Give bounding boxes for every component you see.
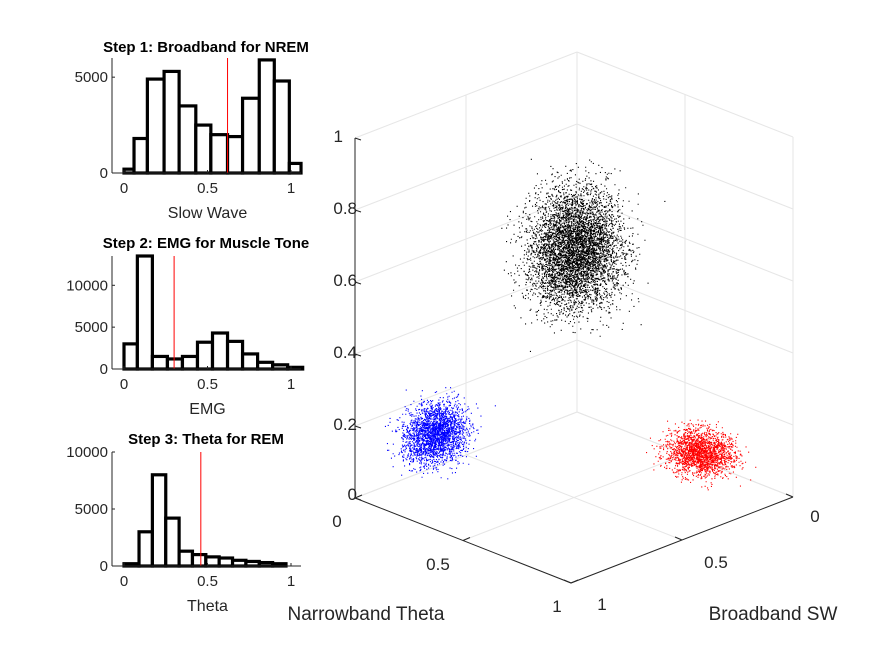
- histogram-bar: [209, 133, 230, 175]
- histogram-bar: [164, 516, 181, 568]
- tick-marks: [112, 451, 292, 567]
- x-tick-label: 0.5: [197, 573, 218, 590]
- grid-line: [465, 454, 683, 541]
- chart-title: Step 3: Theta for REM: [128, 431, 284, 448]
- scatter-points: [384, 158, 757, 491]
- y-tick-label: 0: [100, 165, 108, 182]
- histogram-bar: [190, 552, 208, 568]
- histogram-bar: [194, 123, 213, 175]
- histogram-bar: [225, 339, 245, 371]
- histogram-bar: [271, 363, 290, 371]
- y-tick-label: 10000: [66, 444, 108, 461]
- histogram-bar: [272, 79, 291, 175]
- y-tick-label: 0.5: [704, 553, 728, 572]
- x-tick-mark: [570, 579, 579, 584]
- z-tick-mark: [354, 281, 362, 285]
- histogram-bar: [145, 77, 166, 175]
- chart-title: Step 1: Broadband for NREM: [103, 39, 309, 56]
- z-tick-label: 1: [334, 127, 343, 146]
- chart-title: Step 2: EMG for Muscle Tone: [103, 235, 309, 252]
- scatter-3d: 0 0.2 0.4 0.6 0.8 1 0 0.5 1 0 0.5 1 Narr…: [287, 51, 838, 625]
- x-axis-label: Theta: [187, 598, 228, 615]
- y-tick-label: 0: [100, 361, 108, 378]
- y-tick-mark: [785, 493, 794, 498]
- histogram-bar: [195, 340, 215, 371]
- histogram-bar: [240, 352, 260, 371]
- x-tick-label: 0.5: [197, 180, 218, 197]
- y-tick-label: 10000: [66, 277, 108, 294]
- histogram-bar: [122, 342, 139, 371]
- z-tick-mark: [354, 497, 362, 501]
- histogram-bar: [210, 331, 230, 371]
- histogram-bar: [135, 254, 154, 371]
- y-tick-label: 0: [810, 507, 819, 526]
- axes: [354, 137, 794, 584]
- bars: [122, 58, 303, 175]
- x-axis-label: EMG: [189, 401, 225, 418]
- x-axis-label: Slow Wave: [168, 205, 248, 222]
- grid: [354, 51, 794, 584]
- x-tick-label: 1: [287, 376, 295, 393]
- y-tick-label: 5000: [75, 69, 108, 86]
- x-tick-label: 0: [120, 376, 128, 393]
- histogram-bar: [150, 473, 168, 568]
- y-tick-label: 0: [100, 558, 108, 575]
- histogram-bar: [257, 560, 275, 568]
- x-tick-label: 0: [120, 180, 128, 197]
- z-tick-mark: [354, 425, 362, 429]
- scatter-series: [646, 419, 757, 491]
- z-tick-label: 0.8: [333, 199, 357, 218]
- histogram-bar: [177, 104, 198, 175]
- histogram-bar: [177, 549, 195, 568]
- tick-marks: [112, 284, 292, 370]
- histogram-bar: [162, 69, 181, 175]
- tick-marks: [112, 76, 292, 174]
- histogram-bar: [257, 58, 276, 175]
- histogram-bar: [150, 354, 170, 371]
- histogram-bar: [217, 556, 235, 568]
- x-tick-mark: [462, 537, 471, 541]
- z-tick-mark: [354, 353, 362, 357]
- histogram-bar: [244, 559, 261, 568]
- z-tick-label: 0.6: [333, 271, 357, 290]
- bars: [122, 473, 288, 568]
- histogram-bar: [230, 558, 248, 568]
- y-axis-label: Broadband SW: [709, 604, 838, 625]
- histogram-bar: [137, 530, 154, 568]
- x-tick-label: 1: [287, 573, 295, 590]
- z-tick-mark: [354, 209, 362, 213]
- x-axis-label: Narrowband Theta: [287, 604, 444, 625]
- x-tick-label: 0.5: [197, 376, 218, 393]
- histogram-slow-wave: Step 1: Broadband for NREM 0 0.5 1 0 500…: [75, 39, 309, 222]
- y-tick-mark: [674, 536, 683, 541]
- y-tick-mark: [563, 579, 572, 584]
- histogram-bar: [225, 134, 245, 175]
- x-tick-mark: [354, 494, 363, 499]
- histogram-theta: Step 3: Theta for REM 0 0.5 1 0 5000 100…: [66, 431, 301, 615]
- histogram-bar: [180, 354, 200, 371]
- x-tick-label: 1: [552, 597, 561, 616]
- z-tick-mark: [354, 137, 362, 141]
- z-tick-label: 0: [348, 485, 357, 504]
- y-tick-label: 5000: [75, 501, 108, 518]
- histogram-bar: [165, 357, 185, 371]
- bars: [122, 254, 305, 371]
- y-tick-label: 5000: [75, 319, 108, 336]
- scatter-series: [501, 158, 666, 352]
- histogram-emg: Step 2: EMG for Muscle Tone 0 0.5 1 0 50…: [66, 235, 309, 418]
- x-tick-label: 1: [287, 180, 295, 197]
- y-tick-label: 1: [597, 595, 606, 614]
- histogram-bar: [256, 360, 275, 371]
- z-tick-label: 0.2: [333, 415, 357, 434]
- histogram-bar: [132, 136, 149, 175]
- scatter-series: [384, 387, 496, 480]
- x-tick-label: 0.5: [426, 555, 450, 574]
- z-tick-label: 0.4: [333, 343, 357, 362]
- x-tick-label: 0: [120, 573, 128, 590]
- x-tick-label: 0: [332, 512, 341, 531]
- histogram-bar: [240, 96, 261, 175]
